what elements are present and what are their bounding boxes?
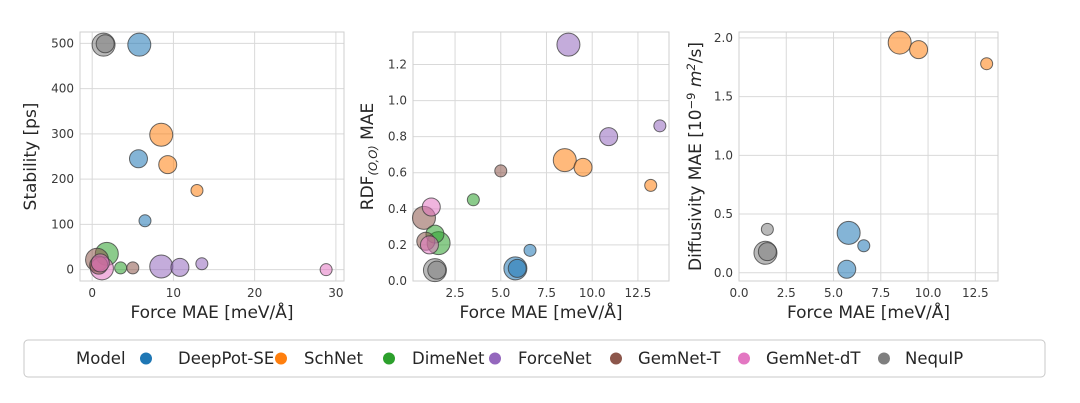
x-tick-label: 10.0 [579, 286, 606, 300]
y-tick-label: 400 [51, 82, 74, 96]
y-tick-label: 0.4 [388, 202, 407, 216]
y-tick-label: 0.6 [388, 166, 407, 180]
y-axis-label: RDF(O,O) MAE [358, 103, 380, 210]
y-tick-label: 500 [51, 36, 74, 50]
x-axis-label: Force MAE [meV/Å] [130, 301, 293, 323]
y-tick-label: 0.8 [388, 130, 407, 144]
legend-label-deeppot-se: DeepPot-SE [178, 349, 274, 368]
point-gemnet-dt [421, 197, 441, 217]
x-tick-label: 7.5 [871, 286, 890, 300]
x-tick-label: 12.5 [962, 286, 989, 300]
legend-label-nequip: NequIP [905, 349, 963, 368]
legend-marker-gemnet-t [610, 352, 622, 365]
legend-label-forcenet: ForceNet [518, 349, 592, 368]
y-tick-label: 1.0 [388, 94, 407, 108]
legend-marker-model [140, 352, 152, 365]
point-schnet [887, 30, 912, 55]
point-dimenet [114, 261, 128, 275]
legend-marker-forcenet [489, 352, 501, 365]
x-tick-label: 20 [247, 286, 262, 300]
point-gemnet-dt [419, 235, 439, 255]
y-axis-label: Diffusivity MAE [10−9 m2/s] [684, 42, 706, 271]
x-tick-label: 10.0 [915, 286, 942, 300]
x-tick-label: 5.0 [824, 286, 843, 300]
x-axis-label: Force MAE [meV/Å] [459, 301, 622, 323]
x-tick-label: 12.5 [625, 286, 652, 300]
point-gemnet-dt [90, 253, 110, 273]
point-schnet [573, 157, 593, 177]
x-tick-label: 10 [166, 286, 181, 300]
y-tick-label: 0.2 [388, 238, 407, 252]
axes-frame [79, 31, 345, 282]
point-forcenet [599, 127, 619, 147]
point-gemnet-t [494, 164, 508, 178]
y-tick-label: 1.5 [714, 90, 733, 104]
point-gemnet-t [126, 261, 140, 275]
y-tick-label: 200 [51, 172, 74, 186]
x-tick-label: 5.0 [491, 286, 510, 300]
y-tick-label: 2.0 [714, 31, 733, 45]
point-schnet [644, 178, 658, 192]
point-deeppot-se [128, 149, 148, 169]
legend-title: Model [76, 349, 126, 368]
x-tick-label: 7.5 [537, 286, 556, 300]
point-nequip [757, 242, 777, 262]
point-schnet [158, 155, 178, 175]
point-forcenet [195, 257, 209, 271]
point-deeppot-se [837, 259, 857, 279]
point-nequip [760, 222, 774, 236]
point-nequip [95, 34, 115, 54]
y-tick-label: 100 [51, 217, 74, 231]
point-forcenet [653, 119, 667, 133]
axes-frame [412, 31, 670, 282]
point-schnet [149, 122, 174, 147]
point-forcenet [170, 257, 190, 277]
legend-label-dimenet: DimeNet [412, 349, 485, 368]
point-deeppot-se [127, 32, 152, 57]
y-tick-label: 0.0 [388, 274, 407, 288]
legend-marker-schnet [275, 352, 287, 365]
x-tick-label: 2.5 [777, 286, 796, 300]
point-deeppot-se [523, 243, 537, 257]
y-axis-label: Stability [ps] [21, 103, 41, 211]
panel-diffusivity: 0.0 2.5 5.0 7.5 10.0 12.5 0.0 0.5 1.0 1.5 2.0 Force… [684, 30, 999, 323]
y-tick-label: 0.0 [714, 266, 733, 280]
legend-frame [23, 339, 1046, 378]
legend: Model DeepPot-SE SchNet DimeNet ForceNet GemN… [23, 339, 1046, 378]
y-tick-label: 1.0 [714, 148, 733, 162]
legend-label-schnet: SchNet [304, 349, 363, 368]
point-schnet [980, 57, 994, 71]
point-deeppot-se [507, 258, 527, 278]
x-tick-label: 30 [328, 286, 343, 300]
point-schnet [552, 148, 577, 173]
point-forcenet [149, 254, 174, 279]
point-deeppot-se [836, 220, 861, 245]
x-tick-label: 0.0 [729, 286, 748, 300]
legend-marker-gemnet-dt [738, 352, 750, 365]
point-schnet [190, 183, 204, 197]
point-schnet [909, 40, 929, 60]
y-tick-label: 1.2 [388, 57, 407, 71]
x-tick-label: 0 [88, 286, 96, 300]
point-deeppot-se [857, 239, 871, 253]
point-gemnet-dt [319, 263, 333, 277]
point-dimenet [466, 193, 480, 207]
legend-marker-dimenet [383, 352, 395, 365]
legend-marker-nequip [878, 352, 890, 365]
axes-frame [738, 31, 999, 282]
point-forcenet [556, 32, 581, 57]
y-tick-label: 300 [51, 127, 74, 141]
point-nequip [427, 260, 447, 280]
point-deeppot-se [138, 214, 152, 228]
x-axis-label: Force MAE [meV/Å] [787, 301, 950, 323]
x-tick-label: 2.5 [446, 286, 465, 300]
legend-label-gemnet-dt: GemNet-dT [766, 349, 861, 368]
panel-rdf: 2.5 5.0 7.5 10.0 12.5 0.0 0.2 0.4 0.6 0.8 1.0 1.2 Fo… [358, 31, 670, 323]
y-tick-label: 0.5 [714, 207, 733, 221]
y-tick-label: 0 [66, 263, 74, 277]
legend-label-gemnet-t: GemNet-T [638, 349, 721, 368]
